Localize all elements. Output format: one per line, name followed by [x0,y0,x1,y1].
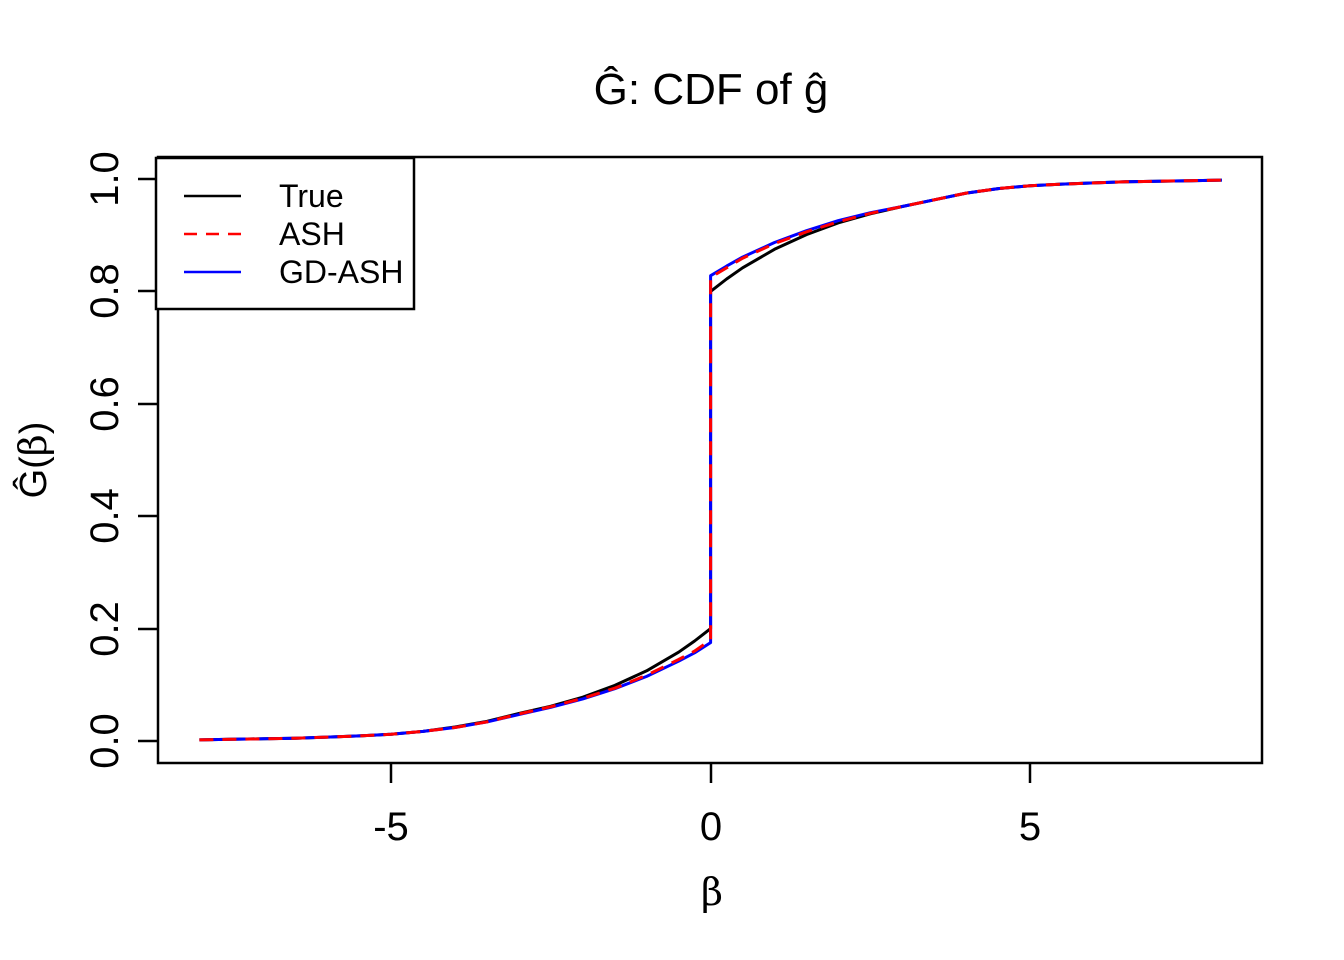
x-tick-label: 0 [700,805,722,849]
y-tick-label: 1.0 [83,151,127,207]
legend-border [154,156,416,311]
y-axis-ticks [138,177,158,743]
plot-series-group [199,178,1222,742]
legend-label-ash: ASH [279,216,345,252]
x-axis-tick-labels: -5 0 5 [373,805,1041,849]
y-tick-label: 0.0 [83,713,127,769]
legend-label-true: True [279,178,344,214]
y-tick-label: 0.2 [83,601,127,657]
y-axis-title-paren: ) [13,422,55,435]
x-tick-label: -5 [373,805,409,849]
plot-title: Ĝ: CDF of ĝ [594,64,829,114]
y-axis-title-ghat: Ĝ( [11,456,55,499]
x-axis-ticks [389,763,1032,783]
x-tick-label: 5 [1019,805,1041,849]
legend-label-gd-ash: GD-ASH [279,254,403,290]
legend-box: True ASH GD-ASH [154,156,416,311]
y-axis-title: Ĝ(β) [11,422,55,499]
x-axis-title: β [701,870,723,914]
y-tick-label: 0.6 [83,376,127,432]
y-axis-tick-labels: 0.0 0.2 0.4 0.6 0.8 1.0 [83,151,127,769]
y-axis-title-beta: β [11,434,55,456]
y-tick-label: 0.8 [83,263,127,319]
y-tick-label: 0.4 [83,488,127,544]
series-line-ash [199,178,1222,742]
